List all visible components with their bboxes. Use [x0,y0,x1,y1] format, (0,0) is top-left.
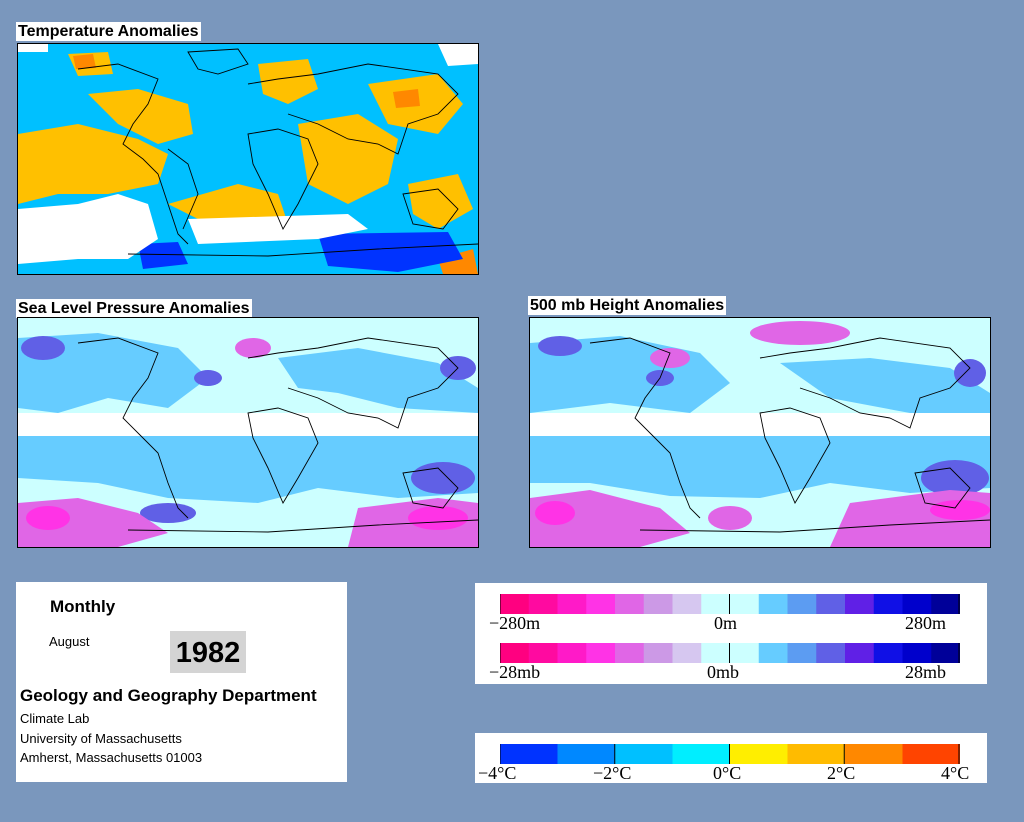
temp-label-plus4: 4°C [941,763,970,783]
temperature-scale-swatch [787,744,846,764]
pressure-scale-swatch [845,643,875,663]
pressure-min-label: −28mb [489,662,541,682]
temp-label-plus2: 2°C [827,763,856,783]
temperature-legend: −4°C −2°C 0°C 2°C 4°C [475,733,987,783]
temperature-cold-regions [138,232,463,272]
height500-anomaly-map [529,317,991,548]
temperature-scale-swatch [845,744,903,764]
temperature-warm-regions [18,52,473,234]
pressure-scale-swatch [528,643,558,663]
height-scale-swatch [902,594,932,614]
temperature-color-scale [500,744,960,764]
height-scale-swatch [672,594,702,614]
temperature-scale-swatch [672,744,731,764]
temp-label-minus2: −2°C [593,763,632,783]
pressure-max-label: 28mb [905,662,947,682]
pressure-scale-swatch [816,643,846,663]
pressure-scale-swatch [873,643,903,663]
pressure-scale-swatch [701,643,731,663]
temperature-scale-swatch [500,744,558,764]
height-scale-swatch [701,594,731,614]
department-name: Geology and Geography Department [20,686,317,705]
temperature-scale-swatch [902,744,960,764]
slp-coastlines [77,337,478,533]
pressure-scale-swatch [586,643,616,663]
temperature-scale-swatch [730,744,788,764]
pressure-scale-swatch [500,643,530,663]
height-scale-swatch [557,594,587,614]
pressure-scale-swatch [557,643,587,663]
temp-label-zero: 0°C [713,763,742,783]
temperature-coastlines [77,48,478,257]
slp-no-data-band [18,413,478,436]
pressure-zero-label: 0mb [707,662,740,682]
height-coastlines [589,337,990,533]
pressure-color-scale [500,643,960,663]
period-heading: Monthly [50,597,116,616]
height-scale-swatch [730,594,760,614]
height-pressure-legend: −280m 0m 280m −28mb 0mb 28mb [475,583,987,684]
temperature-no-data [18,44,478,264]
height-zero-label: 0m [714,613,738,633]
slp-negative-light [18,333,478,503]
temperature-scale-swatch [557,744,616,764]
height-scale-swatch [643,594,673,614]
info-box: Monthly August 1982 Geology and Geograph… [16,582,347,782]
temperature-title: Temperature Anomalies [16,22,201,41]
height-scale-swatch [586,594,616,614]
year-display: 1982 [170,631,246,673]
slp-title: Sea Level Pressure Anomalies [16,299,252,318]
month-label: August [49,634,90,649]
pressure-scale-swatch [730,643,760,663]
height-scale-swatch [758,594,788,614]
pressure-scale-swatch [902,643,932,663]
slp-anomaly-map [17,317,479,548]
temperature-scale-swatch [615,744,673,764]
height-no-data-band [530,413,990,436]
height-max-label: 280m [905,613,947,633]
temperature-hot-regions [73,54,478,274]
height-scale-swatch [931,594,960,614]
height-scale-swatch [816,594,846,614]
pressure-scale-swatch [643,643,673,663]
temp-label-minus4: −4°C [478,763,517,783]
height-scale-swatch [845,594,875,614]
height-scale-swatch [500,594,530,614]
temperature-anomaly-map [17,43,479,275]
address-line: Amherst, Massachusetts 01003 [20,750,203,765]
slp-positive-strong [26,506,468,530]
university-name: University of Massachusetts [20,731,182,746]
height500-title: 500 mb Height Anomalies [528,296,727,315]
height-scale-swatch [528,594,558,614]
height-scale-swatch [787,594,817,614]
height-positive-strong [535,500,990,525]
pressure-scale-swatch [615,643,645,663]
pressure-scale-swatch [787,643,817,663]
height-scale-swatch [615,594,645,614]
pressure-scale-swatch [758,643,788,663]
height-min-label: −280m [489,613,541,633]
pressure-scale-swatch [672,643,702,663]
height-color-scale [500,594,960,614]
height-scale-swatch [873,594,903,614]
pressure-scale-swatch [931,643,960,663]
lab-name: Climate Lab [20,711,90,726]
